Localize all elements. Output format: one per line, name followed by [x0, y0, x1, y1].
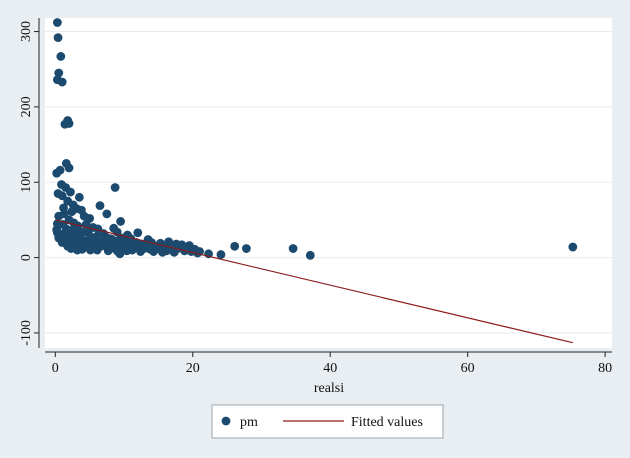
scatter-point — [64, 163, 74, 173]
x-tick-label: 60 — [461, 361, 475, 376]
legend-label-pm: pm — [240, 415, 258, 430]
scatter-point — [57, 191, 67, 201]
scatter-point — [116, 217, 125, 226]
x-tick-label: 80 — [598, 361, 612, 376]
scatter-point — [59, 209, 69, 219]
scatter-point — [54, 68, 64, 78]
scatter-point — [95, 201, 105, 211]
scatter-point — [53, 33, 63, 42]
x-tick-label: 20 — [186, 361, 200, 376]
scatter-point — [136, 247, 145, 256]
scatter-point — [102, 209, 112, 219]
scatter-point — [169, 247, 179, 257]
scatter-point — [85, 245, 95, 255]
grid-lines — [45, 31, 612, 334]
scatter-point — [74, 192, 84, 202]
scatter-point — [110, 183, 120, 192]
scatter-point — [568, 242, 578, 252]
plot-area — [45, 18, 612, 348]
scatter-point — [149, 247, 158, 256]
y-tick-label: 100 — [19, 172, 34, 193]
scatter-point — [127, 245, 137, 255]
scatter-point — [115, 249, 125, 259]
x-tick-label: 40 — [323, 361, 337, 376]
x-axis-title: realsi — [314, 381, 344, 396]
y-tick-label: -100 — [19, 320, 34, 346]
scatter-point — [57, 77, 67, 87]
scatter-point — [230, 241, 240, 251]
scatter-point — [241, 244, 251, 253]
axes: -100 0 100 200 300 0 20 40 60 80 — [19, 18, 612, 376]
y-tick-label: 0 — [19, 254, 34, 261]
scatter-point — [55, 165, 65, 175]
scatter-point — [216, 250, 226, 259]
scatter-point — [92, 245, 102, 255]
legend-marker-pm — [221, 416, 231, 426]
y-tick-label: 300 — [19, 21, 34, 42]
legend: pm Fitted values — [211, 404, 444, 439]
scatter-point — [305, 250, 315, 260]
legend-label-fitted-values: Fitted values — [351, 415, 423, 430]
data-marks — [52, 18, 578, 344]
scatter-point — [66, 187, 75, 197]
scatter-point — [133, 228, 143, 238]
scatter-point — [158, 247, 167, 257]
scatter-point — [52, 18, 62, 27]
fitted-values-line — [55, 219, 573, 344]
scatter-point — [72, 245, 82, 255]
scatter-point — [288, 244, 298, 253]
y-tick-label: 200 — [19, 96, 34, 117]
scatter-point — [67, 207, 77, 217]
scatter-point — [56, 52, 66, 61]
x-tick-label: 0 — [52, 361, 59, 376]
scatter-point — [103, 244, 112, 253]
scatter-point — [64, 119, 74, 128]
